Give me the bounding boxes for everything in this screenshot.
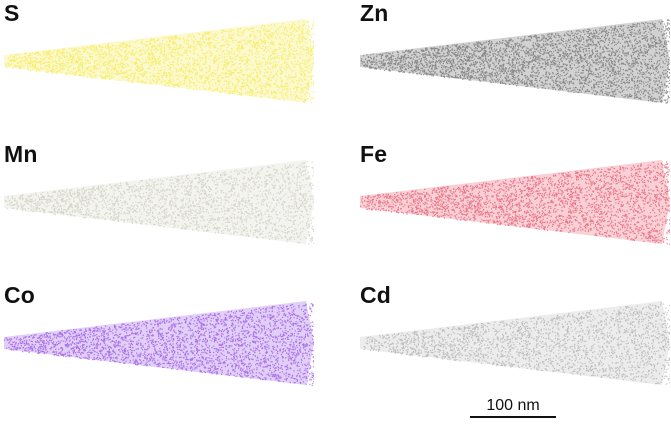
scale-bar-label: 100 nm	[486, 397, 540, 414]
atom-points	[360, 161, 670, 245]
cone-outline	[360, 19, 670, 103]
panel-co: Co	[0, 282, 335, 423]
element-label: Zn	[360, 0, 389, 26]
panel-zn: Zn	[356, 0, 671, 141]
atom-map-cone	[4, 301, 314, 386]
atom-map-cone	[360, 19, 670, 104]
atom-point-cloud	[5, 20, 314, 104]
panel-mn: Mn	[0, 141, 335, 282]
scale-bar: 100 nm	[470, 397, 556, 420]
element-label: S	[4, 0, 20, 26]
atom-map-cone	[4, 160, 314, 245]
atom-points	[360, 19, 670, 104]
panel-fe: Fe	[356, 141, 671, 282]
panel-cd: Cd	[356, 282, 671, 423]
cone-outline	[4, 301, 314, 385]
atom-point-cloud	[360, 161, 670, 245]
atom-points	[5, 161, 314, 245]
atom-points	[4, 303, 314, 386]
atom-map-cone	[360, 301, 670, 385]
atom-point-cloud	[4, 303, 314, 386]
cone-outline	[360, 160, 670, 244]
scale-bar-line	[470, 416, 556, 418]
panel-s: S	[0, 0, 335, 141]
element-label: Mn	[4, 141, 38, 167]
atom-points	[363, 302, 670, 385]
atom-points	[5, 20, 314, 104]
atom-map-cone	[4, 19, 314, 104]
element-label: Co	[4, 282, 36, 308]
atom-map-cone	[360, 160, 670, 245]
element-label: Fe	[360, 141, 388, 167]
atom-point-cloud	[363, 302, 670, 385]
element-label: Cd	[360, 282, 392, 308]
cone-outline	[360, 301, 670, 385]
atom-point-cloud	[360, 19, 670, 104]
atom-point-cloud	[5, 161, 314, 245]
cone-outline	[4, 160, 314, 244]
